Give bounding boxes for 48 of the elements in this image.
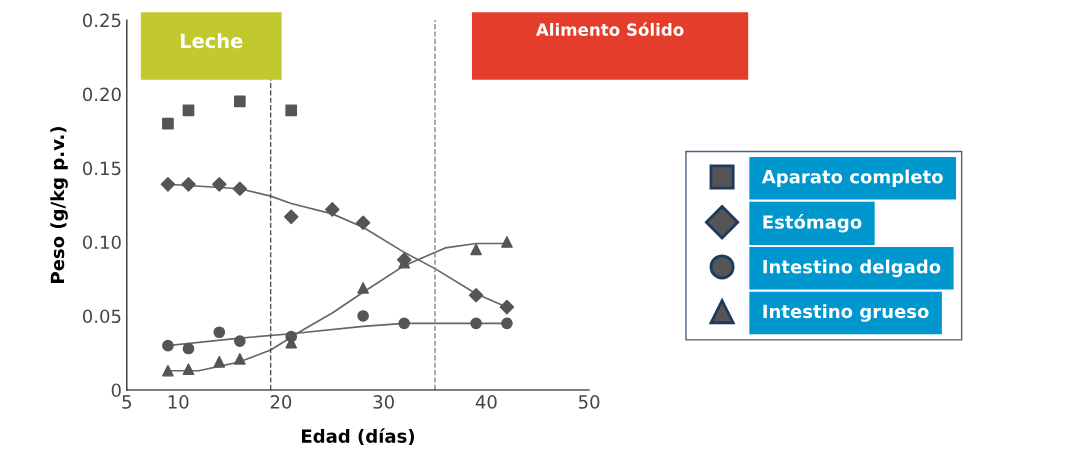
point — [182, 342, 195, 355]
annotation: Alimento Sólido — [535, 22, 684, 36]
legend-label: Intestino delgado — [763, 259, 941, 278]
y-axis-title: Peso (g/kg p.v.) — [50, 127, 68, 283]
point — [398, 317, 411, 330]
point — [213, 355, 226, 368]
x-tick-label: 50 — [579, 395, 600, 409]
point — [162, 117, 174, 130]
annotation: Leche — [180, 33, 243, 49]
point — [357, 282, 369, 294]
x-axis-title: Edad (días) — [302, 428, 415, 446]
point — [212, 177, 227, 192]
point — [162, 364, 174, 377]
x-tick-label: 10 — [168, 395, 189, 409]
point — [162, 339, 174, 352]
point — [325, 202, 340, 217]
point — [470, 317, 482, 330]
y-tick-label: 0.20 — [82, 87, 121, 102]
point — [233, 95, 246, 108]
point — [160, 177, 176, 192]
legend-label: Intestino grueso — [763, 304, 929, 322]
point — [468, 287, 484, 303]
point — [357, 310, 369, 322]
point — [213, 326, 226, 339]
point — [182, 104, 195, 117]
x-tick-label: 30 — [373, 395, 394, 409]
y-tick-label: 0.15 — [82, 161, 121, 176]
point — [285, 104, 298, 117]
point — [501, 317, 513, 330]
x-tick-label: 20 — [270, 395, 292, 409]
point — [283, 209, 299, 225]
point — [181, 177, 196, 192]
point — [470, 243, 482, 256]
y-tick-label: 0.25 — [82, 13, 121, 28]
point — [499, 299, 515, 315]
point — [233, 353, 246, 365]
point — [501, 236, 513, 248]
x-tick-label: 5 — [122, 395, 132, 409]
legend-label: Aparato completo — [761, 169, 943, 188]
y-tick-label: 0 — [111, 383, 121, 398]
y-tick-label: 0.10 — [82, 235, 121, 250]
x-tick-label: 40 — [475, 395, 497, 409]
point — [233, 335, 246, 347]
point — [182, 363, 195, 376]
point — [232, 181, 248, 197]
y-tick-label: 0.05 — [82, 309, 121, 324]
point — [355, 215, 371, 231]
legend-label: Estómago — [763, 214, 862, 233]
